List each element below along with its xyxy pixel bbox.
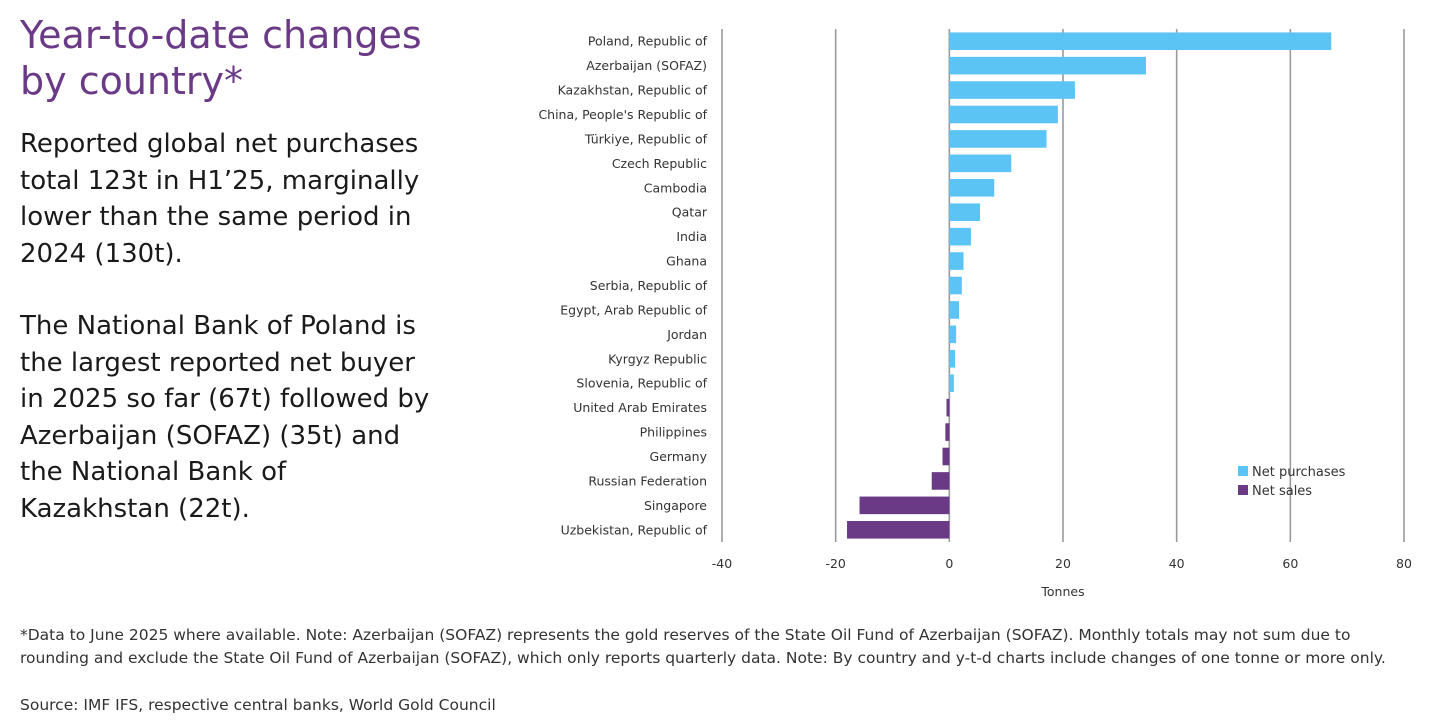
category-label: Slovenia, Republic of xyxy=(576,376,707,391)
bar xyxy=(949,374,954,393)
legend-swatch-net-sales xyxy=(1238,485,1248,495)
x-tick-label: -40 xyxy=(712,556,732,571)
x-tick-label: 20 xyxy=(1055,556,1071,571)
legend-swatch-net-purchases xyxy=(1238,466,1248,476)
poland-paragraph: The National Bank of Poland is the large… xyxy=(20,311,430,524)
x-tick-label: 60 xyxy=(1282,556,1298,571)
category-label: Türkiye, Republic of xyxy=(584,131,708,146)
legend: Net purchases Net sales xyxy=(1238,465,1346,499)
bar-chart: Poland, Republic of Azerbaijan (SOFAZ) Kaz… xyxy=(538,29,1412,599)
bar xyxy=(949,301,959,319)
category-label: Cambodia xyxy=(644,180,707,195)
legend-label-net-sales: Net sales xyxy=(1252,484,1312,499)
x-axis-label: Tonnes xyxy=(1040,584,1084,599)
category-label: Poland, Republic of xyxy=(588,34,708,49)
bar xyxy=(942,447,950,466)
bar xyxy=(949,203,981,222)
x-tick-label: 40 xyxy=(1169,556,1185,571)
bar xyxy=(931,472,950,490)
category-label: United Arab Emirates xyxy=(573,400,707,415)
bar xyxy=(949,105,1058,124)
category-label: Uzbekistan, Republic of xyxy=(561,522,708,537)
x-tick-label: 0 xyxy=(945,556,953,571)
category-label: Egypt, Arab Republic of xyxy=(560,302,707,317)
bar xyxy=(949,81,1075,99)
category-label: India xyxy=(676,229,707,244)
bar-layer xyxy=(847,32,1332,539)
bar xyxy=(946,398,950,417)
bar xyxy=(949,227,971,246)
category-label: Kyrgyz Republic xyxy=(608,351,707,366)
x-tick-labels: -40 -20 0 20 40 60 80 xyxy=(712,556,1412,571)
category-label: Russian Federation xyxy=(588,473,707,488)
bar xyxy=(949,349,956,368)
bar xyxy=(949,130,1047,148)
bar xyxy=(949,32,1332,51)
category-label: Singapore xyxy=(644,498,707,513)
bar xyxy=(949,276,962,295)
bar xyxy=(945,423,950,441)
category-label: China, People's Republic of xyxy=(538,107,707,122)
category-label: Qatar xyxy=(672,205,708,220)
category-label: Azerbaijan (SOFAZ) xyxy=(586,58,707,73)
bar xyxy=(949,325,957,344)
bar xyxy=(949,56,1146,75)
x-tick-label: 80 xyxy=(1396,556,1412,571)
bar xyxy=(847,520,950,539)
x-tick-label: -20 xyxy=(825,556,845,571)
summary-paragraph: Reported global net purchases total 123t… xyxy=(20,129,420,269)
category-label: Jordan xyxy=(666,327,707,342)
category-label: Serbia, Republic of xyxy=(590,278,708,293)
category-label: Philippines xyxy=(640,425,707,440)
category-label: Ghana xyxy=(666,254,707,269)
legend-label-net-purchases: Net purchases xyxy=(1252,465,1346,480)
bar xyxy=(859,496,950,515)
category-label: Germany xyxy=(650,449,708,464)
bar xyxy=(949,178,995,197)
category-label: Kazakhstan, Republic of xyxy=(558,83,708,98)
footnote: *Data to June 2025 where available. Note… xyxy=(20,626,1386,667)
bar xyxy=(949,154,1012,173)
page-title: Year-to-date changes by country* xyxy=(20,13,422,103)
category-labels: Poland, Republic of Azerbaijan (SOFAZ) Kaz… xyxy=(538,34,707,538)
source-note: Source: IMF IFS, respective central bank… xyxy=(20,696,496,714)
bar xyxy=(949,252,964,270)
category-label: Czech Republic xyxy=(612,156,707,171)
